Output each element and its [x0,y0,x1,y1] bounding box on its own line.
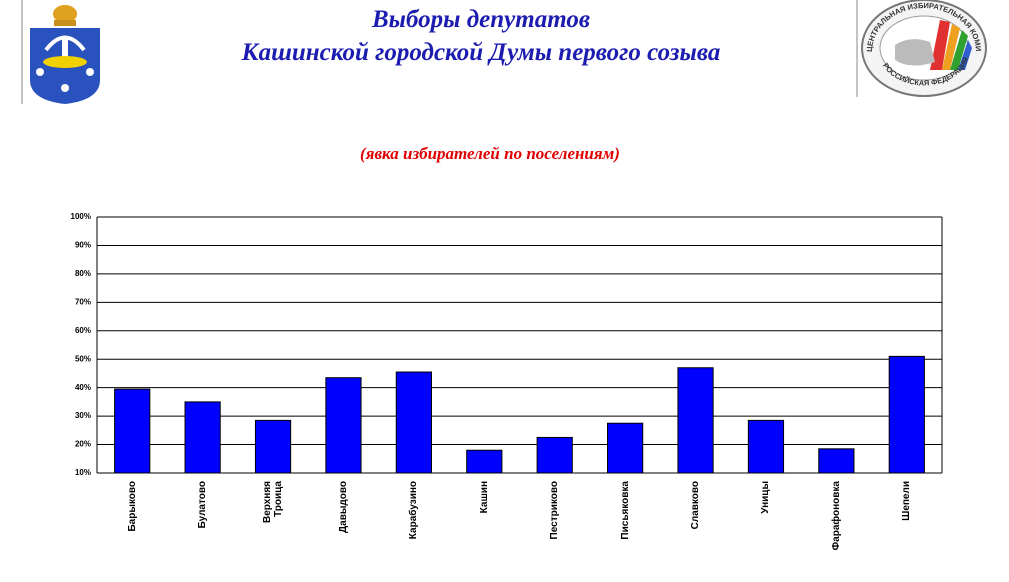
title-line: Кашинской городской Думы первого созыва [241,39,721,66]
x-tick-label: Верхняя Троица [262,481,285,524]
bar [747,419,785,474]
x-tick-label: Фарафоновка [830,481,842,551]
title-line: Выборы депутатов [371,6,590,33]
y-tick-label: 50% [75,354,91,363]
y-tick-label: 20% [75,440,91,449]
y-tick-label: 10% [75,468,91,477]
y-tick-label: 90% [75,241,91,250]
x-tick-label: Письяковка [619,481,631,540]
bar [818,448,855,474]
y-tick-label: 40% [75,383,91,392]
x-tick-label: Шепели [901,481,913,521]
bar [607,422,644,474]
x-tick-label: Пестриково [549,481,561,540]
bar [114,388,151,474]
bar [254,419,292,474]
y-tick-label: 100% [71,212,91,221]
bar [184,401,221,474]
x-tick-label: Уницы [760,481,772,514]
bar [677,367,714,474]
x-tick-label: Славково [690,481,702,530]
y-tick-label: 80% [75,269,91,278]
y-tick-label: 60% [75,326,91,335]
bar [888,355,925,474]
bar [395,371,432,474]
x-tick-label: Барыково [126,481,138,532]
y-tick-label: 70% [75,297,91,306]
x-tick-label: Кашин [478,481,490,514]
chart-title: (явка избирателей по поселениям) [360,144,620,163]
bar [536,436,573,474]
y-tick-label: 30% [75,411,91,420]
bar [325,377,362,474]
x-tick-label: Карабузино [408,481,420,540]
bar [466,449,503,474]
x-tick-label: Булатово [197,481,209,529]
x-tick-label: Давыдово [337,481,349,533]
coat-of-arms [21,0,100,104]
